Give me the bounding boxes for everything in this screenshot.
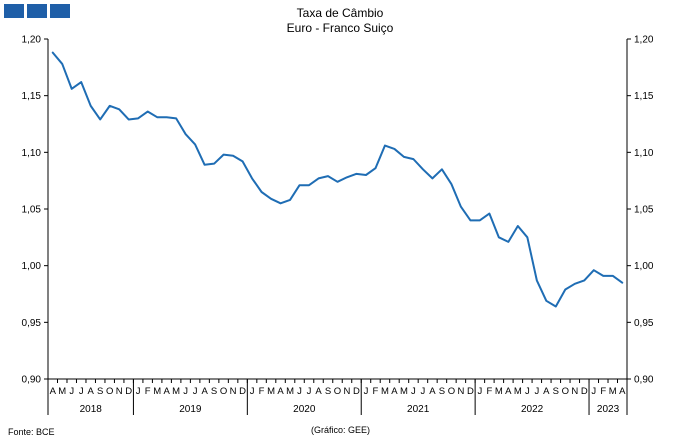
- x-month-label: O: [562, 386, 569, 397]
- x-month-label: J: [69, 386, 74, 397]
- x-month-label: M: [153, 386, 161, 397]
- y-tick-label-right: 0,95: [634, 318, 654, 329]
- chart-title-line-1: Taxa de Câmbio: [296, 6, 384, 20]
- logo-block-1: [4, 4, 24, 18]
- logo-block-2: [27, 4, 47, 18]
- y-tick-label-right: 1,10: [634, 148, 654, 159]
- x-month-label: M: [381, 386, 389, 397]
- x-month-label: A: [619, 386, 626, 397]
- x-month-label: N: [116, 386, 123, 397]
- x-month-label: J: [364, 386, 369, 397]
- y-tick-label-left: 1,20: [22, 35, 42, 46]
- x-month-label: M: [286, 386, 294, 397]
- x-month-label: J: [525, 386, 530, 397]
- x-month-label: S: [97, 386, 103, 397]
- y-tick-label-left: 1,10: [22, 148, 42, 159]
- logo: [4, 4, 70, 18]
- x-month-label: J: [591, 386, 596, 397]
- x-month-label: S: [325, 386, 331, 397]
- x-month-label: A: [429, 386, 436, 397]
- chart-credit: (Gráfico: GEE): [311, 425, 371, 435]
- y-tick-label-right: 1,20: [634, 35, 654, 46]
- y-tick-label-right: 1,00: [634, 261, 654, 272]
- x-month-label: M: [58, 386, 66, 397]
- x-month-label: F: [259, 386, 265, 397]
- x-month-label: M: [609, 386, 617, 397]
- y-tick-label-left: 0,95: [22, 318, 42, 329]
- x-month-label: A: [505, 386, 512, 397]
- x-month-label: F: [145, 386, 151, 397]
- x-month-label: J: [534, 386, 539, 397]
- x-month-label: J: [297, 386, 302, 397]
- x-month-label: A: [88, 386, 95, 397]
- x-month-label: A: [277, 386, 284, 397]
- x-month-label: J: [79, 386, 84, 397]
- x-month-label: M: [267, 386, 275, 397]
- x-month-label: A: [391, 386, 398, 397]
- series-line: [51, 51, 624, 308]
- x-year-label: 2021: [407, 404, 430, 415]
- x-month-label: A: [315, 386, 322, 397]
- x-month-label: A: [543, 386, 550, 397]
- x-month-label: D: [353, 386, 360, 397]
- x-month-label: D: [125, 386, 132, 397]
- x-month-label: O: [106, 386, 113, 397]
- x-year-label: 2019: [179, 404, 202, 415]
- x-month-label: J: [250, 386, 255, 397]
- x-month-label: N: [571, 386, 578, 397]
- x-month-label: O: [220, 386, 227, 397]
- x-month-label: D: [239, 386, 246, 397]
- x-month-label: S: [553, 386, 559, 397]
- x-month-label: S: [439, 386, 445, 397]
- x-month-label: M: [514, 386, 522, 397]
- x-month-label: J: [307, 386, 312, 397]
- y-tick-label-left: 0,90: [22, 375, 42, 386]
- x-month-label: D: [581, 386, 588, 397]
- x-month-label: A: [163, 386, 170, 397]
- x-year-label: 2022: [521, 404, 544, 415]
- y-tick-label-left: 1,15: [22, 91, 42, 102]
- y-tick-label-right: 1,15: [634, 91, 654, 102]
- x-month-label: J: [421, 386, 426, 397]
- source-note: Fonte: BCE: [8, 427, 55, 437]
- x-month-label: N: [344, 386, 351, 397]
- x-month-label: O: [334, 386, 341, 397]
- y-tick-label-right: 0,90: [634, 375, 654, 386]
- x-month-label: J: [193, 386, 198, 397]
- x-month-label: A: [201, 386, 208, 397]
- x-year-label: 2020: [293, 404, 316, 415]
- y-tick-label-left: 1,05: [22, 205, 42, 216]
- x-month-label: J: [136, 386, 141, 397]
- x-month-label: J: [411, 386, 416, 397]
- x-month-label: M: [495, 386, 503, 397]
- x-month-label: F: [486, 386, 492, 397]
- x-month-label: N: [457, 386, 464, 397]
- y-tick-label-left: 1,00: [22, 261, 42, 272]
- x-month-label: M: [172, 386, 180, 397]
- chart-title-line-2: Euro - Franco Suiço: [286, 21, 394, 35]
- x-year-label: 2018: [80, 404, 103, 415]
- x-month-label: F: [373, 386, 379, 397]
- logo-block-3: [50, 4, 70, 18]
- x-month-label: M: [400, 386, 408, 397]
- chart-title: Taxa de Câmbio Euro - Franco Suiço: [0, 6, 680, 36]
- x-month-label: J: [183, 386, 188, 397]
- x-month-label: O: [448, 386, 455, 397]
- x-month-label: S: [211, 386, 217, 397]
- x-month-label: F: [600, 386, 606, 397]
- x-month-label: A: [50, 386, 57, 397]
- y-tick-label-right: 1,05: [634, 205, 654, 216]
- x-year-label: 2023: [597, 404, 620, 415]
- x-month-label: D: [467, 386, 474, 397]
- x-month-label: N: [230, 386, 237, 397]
- x-month-label: J: [478, 386, 483, 397]
